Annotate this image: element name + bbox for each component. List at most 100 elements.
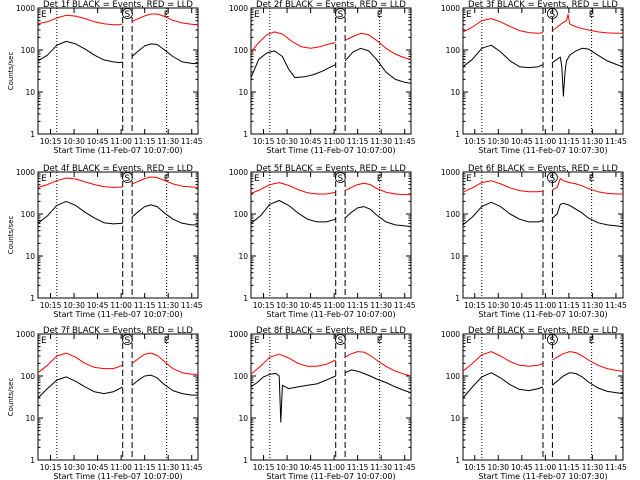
x-axis-label: Start Time (11-Feb-07 10:07:00) [266, 472, 395, 480]
x-axis-label: Start Time (11-Feb-07 10:07:00) [53, 472, 182, 480]
y-tick-label: 10 [25, 252, 35, 261]
x-axis-label: Start Time (11-Feb-07 10:07:30) [478, 146, 607, 155]
marker-circle [547, 8, 558, 19]
marker-s: S [550, 10, 556, 20]
x-tick-label: 10:15 [40, 463, 62, 472]
events-line-2 [131, 374, 198, 396]
x-tick-label: 11:45 [181, 463, 203, 472]
axes-frame [37, 333, 199, 461]
marker-e: E [589, 174, 595, 184]
y-tick-label: 100 [21, 210, 36, 219]
lld-line-2 [131, 352, 198, 375]
lld-line-1 [462, 351, 544, 372]
marker-circle [335, 172, 346, 183]
marker-e: E [377, 336, 383, 346]
x-tick-label: 10:45 [87, 463, 109, 472]
y-tick-label: 1000 [441, 168, 460, 177]
marker-circle [547, 334, 558, 345]
x-axis-label: Start Time (11-Feb-07 10:07:00) [53, 146, 182, 155]
events-line-2 [131, 204, 198, 226]
y-tick-label: 1 [455, 130, 460, 139]
x-tick-label: 10:30 [63, 301, 85, 310]
x-tick-label: 10:30 [276, 301, 298, 310]
events-line-1 [37, 200, 123, 225]
events-line-2 [344, 47, 412, 84]
marker-s: S [550, 336, 556, 346]
x-axis-label: Start Time (11-Feb-07 10:07:00) [266, 310, 395, 319]
x-tick-label: 10:45 [511, 463, 533, 472]
marker-s: S [338, 336, 344, 346]
events-line-1 [462, 201, 544, 226]
y-tick-label: 10 [238, 414, 248, 423]
panel-title: Det 8f BLACK = Events, RED = LLD [256, 326, 406, 336]
marker-e: E [164, 174, 170, 184]
x-tick-label: 11:30 [370, 301, 392, 310]
marker-s: S [125, 10, 131, 20]
y-tick-label: 1 [30, 294, 35, 303]
x-tick-label: 11:00 [110, 463, 132, 472]
y-tick-label: 10 [238, 88, 248, 97]
x-tick-label: 11:30 [582, 137, 604, 146]
events-line-2 [131, 43, 199, 65]
marker-s: S [550, 174, 556, 184]
x-tick-label: 10:15 [40, 301, 62, 310]
panel-title: Det 9f BLACK = Events, RED = LLD [468, 326, 618, 336]
y-tick-label: 100 [234, 210, 249, 219]
panel-4: Det 4f BLACK = Events, RED = LLD 1 10 100 10… [7, 164, 203, 319]
x-tick-label: 11:45 [181, 301, 203, 310]
x-tick-label: 10:30 [276, 463, 298, 472]
panel-title: Det 3f BLACK = Events, RED = LLD [468, 0, 618, 10]
x-axis-label: Start Time (11-Feb-07 10:07:00) [53, 310, 182, 319]
y-tick-label: 1 [243, 294, 248, 303]
marker-e: E [41, 10, 47, 20]
y-tick-label: 1000 [16, 168, 35, 177]
marker-e: E [254, 10, 260, 20]
marker-e: E [164, 10, 170, 20]
y-axis-label: Counts/sec [7, 378, 15, 417]
x-tick-label: 11:15 [347, 301, 369, 310]
lld-line-1 [250, 31, 336, 53]
lld-line-2 [131, 13, 199, 26]
marker-s: S [338, 174, 344, 184]
panel-7: Det 7f BLACK = Events, RED = LLD 1 10 100 10… [7, 326, 203, 480]
y-axis-label: Counts/sec [7, 216, 15, 255]
x-tick-label: 10:15 [253, 463, 275, 472]
marker-e: E [377, 10, 383, 20]
lld-line-1 [250, 353, 336, 375]
lld-line-2 [131, 176, 199, 188]
panel-2: Det 2f BLACK = Events, RED = LLD 1 10 100 10… [229, 0, 416, 155]
lld-line-2 [552, 14, 623, 34]
axes-frame [37, 7, 199, 135]
marker-e: E [164, 336, 170, 346]
y-axis-label: Counts/sec [7, 52, 15, 91]
events-line-1 [37, 376, 123, 399]
x-tick-label: 11:30 [157, 137, 179, 146]
y-tick-label: 10 [25, 88, 35, 97]
x-tick-label: 11:00 [323, 463, 345, 472]
marker-e: E [254, 336, 260, 346]
marker-e: E [466, 174, 472, 184]
axes-frame [250, 333, 412, 461]
lld-line-1 [250, 182, 336, 195]
x-tick-label: 11:15 [558, 301, 580, 310]
x-tick-label: 10:45 [300, 137, 322, 146]
panel-9: Det 9f BLACK = Events, RED = LLD 1 10 100 10… [441, 326, 627, 480]
lld-line-2 [552, 178, 623, 195]
x-tick-label: 11:00 [110, 301, 132, 310]
lld-line-1 [37, 352, 123, 374]
x-tick-label: 11:30 [157, 463, 179, 472]
y-tick-label: 1000 [229, 330, 248, 339]
x-tick-label: 11:45 [605, 463, 627, 472]
events-line-1 [250, 373, 336, 423]
y-tick-label: 10 [450, 414, 460, 423]
y-tick-label: 100 [446, 46, 461, 55]
y-tick-label: 1000 [229, 168, 248, 177]
y-tick-label: 1000 [16, 4, 35, 13]
x-tick-label: 10:15 [464, 301, 486, 310]
marker-e: E [41, 336, 47, 346]
marker-circle [547, 172, 558, 183]
x-tick-label: 10:30 [487, 301, 509, 310]
marker-e: E [254, 174, 260, 184]
y-tick-label: 10 [238, 252, 248, 261]
